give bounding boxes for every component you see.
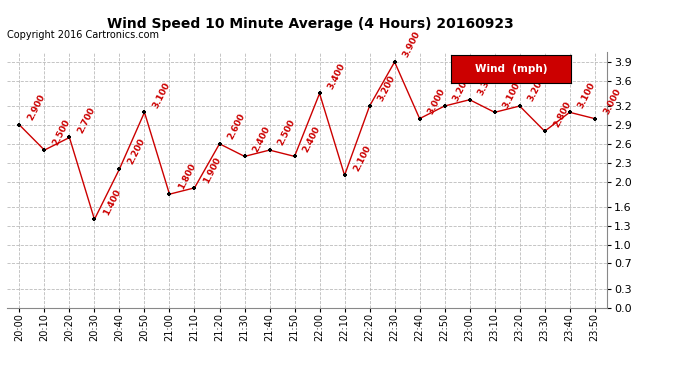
Text: 2.900: 2.900 [26, 93, 47, 122]
Text: 2.400: 2.400 [302, 124, 322, 154]
Text: Wind Speed 10 Minute Average (4 Hours) 20160923: Wind Speed 10 Minute Average (4 Hours) 2… [107, 17, 514, 31]
Text: 3.200: 3.200 [377, 74, 397, 103]
Point [114, 166, 125, 172]
Text: 2.600: 2.600 [226, 112, 247, 141]
Text: 3.200: 3.200 [451, 74, 473, 103]
Point [489, 110, 500, 116]
Point [39, 147, 50, 153]
Point [364, 103, 375, 109]
Text: 3.100: 3.100 [151, 80, 172, 110]
Point [139, 110, 150, 116]
Text: 2.100: 2.100 [351, 143, 373, 172]
Point [14, 122, 25, 128]
Point [589, 116, 600, 122]
Point [314, 90, 325, 96]
Text: 3.000: 3.000 [426, 87, 447, 116]
Text: 2.500: 2.500 [277, 118, 297, 147]
Point [64, 135, 75, 141]
Text: 2.400: 2.400 [251, 124, 273, 154]
Text: Copyright 2016 Cartronics.com: Copyright 2016 Cartronics.com [7, 30, 159, 40]
Point [164, 191, 175, 197]
Point [539, 128, 550, 134]
Text: 3.900: 3.900 [402, 30, 422, 59]
Text: 3.200: 3.200 [526, 74, 547, 103]
Point [289, 153, 300, 159]
Point [339, 172, 350, 178]
Point [414, 116, 425, 122]
Text: 2.500: 2.500 [51, 118, 72, 147]
Point [464, 97, 475, 103]
Point [239, 153, 250, 159]
Text: 1.800: 1.800 [177, 162, 197, 191]
Text: 3.100: 3.100 [502, 80, 522, 110]
Text: 3.300: 3.300 [477, 68, 497, 97]
Text: 2.200: 2.200 [126, 137, 147, 166]
Point [264, 147, 275, 153]
Point [439, 103, 450, 109]
Text: 3.400: 3.400 [326, 62, 347, 91]
Point [389, 59, 400, 65]
Point [189, 185, 200, 191]
Text: 3.100: 3.100 [577, 80, 598, 110]
Point [514, 103, 525, 109]
Text: 3.000: 3.000 [602, 87, 622, 116]
Point [89, 216, 100, 222]
Point [214, 141, 225, 147]
Text: 1.900: 1.900 [201, 156, 222, 185]
Text: 1.400: 1.400 [101, 188, 122, 217]
Text: 2.800: 2.800 [551, 99, 573, 128]
Point [564, 110, 575, 116]
Text: 2.700: 2.700 [77, 105, 97, 135]
